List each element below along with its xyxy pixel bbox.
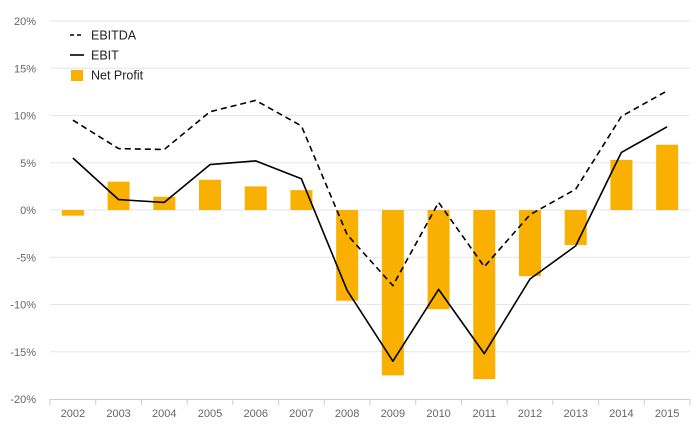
net-profit-bar — [656, 144, 679, 210]
net-profit-bar — [473, 210, 496, 380]
x-tick-label: 2011 — [472, 408, 496, 420]
x-tick-label: 2006 — [243, 408, 267, 420]
net-profit-bar — [61, 210, 84, 216]
x-tick-label: 2008 — [335, 408, 359, 420]
net-profit-bar — [244, 186, 267, 210]
legend-label-net-profit: Net Profit — [91, 69, 144, 83]
y-tick-label: 10% — [14, 111, 36, 123]
net-profit-bar — [107, 181, 130, 210]
y-tick-label: 20% — [14, 16, 36, 28]
net-profit-bar — [427, 210, 450, 310]
x-tick-label: 2012 — [518, 408, 542, 420]
legend: EBITDA EBIT Net Profit — [70, 29, 144, 83]
gridlines — [50, 20, 690, 353]
y-tick-label: 0% — [20, 205, 36, 217]
net-profit-bar — [519, 210, 541, 277]
net-profit-bar — [199, 179, 221, 210]
y-tick-label: -5% — [16, 252, 36, 264]
y-tick-label: -15% — [10, 347, 36, 359]
net-profit-bar — [381, 210, 404, 376]
x-tick-label: 2005 — [198, 408, 222, 420]
x-tick-label: 2002 — [61, 408, 85, 420]
y-tick-label: -10% — [10, 300, 36, 312]
axes — [49, 399, 691, 405]
x-tick-label: 2007 — [289, 408, 313, 420]
x-tick-label: 2009 — [381, 408, 405, 420]
x-tick-label: 2003 — [106, 408, 130, 420]
line-series — [72, 90, 668, 362]
legend-label-ebitda: EBITDA — [91, 29, 137, 43]
net-profit-bar — [153, 196, 176, 210]
net-profit-bar — [610, 159, 633, 210]
net-profit-bar — [564, 210, 587, 245]
x-tick-label: 2010 — [426, 408, 450, 420]
legend-label-ebit: EBIT — [91, 49, 119, 63]
net-profit-bars — [61, 144, 679, 380]
y-axis-tick-labels: 20% 15% 10% 5% 0% -5% -10% -15% -20% — [10, 16, 36, 406]
y-tick-label: 5% — [20, 158, 36, 170]
legend-swatch-net-profit — [71, 70, 83, 81]
net-profit-bar — [336, 210, 359, 301]
x-tick-label: 2014 — [609, 408, 633, 420]
x-axis-tick-labels: 2002 2003 2004 2005 2006 2007 2008 2009 2010 2011… — [61, 408, 680, 420]
x-tick-label: 2015 — [655, 408, 679, 420]
ebitda-line — [72, 90, 668, 287]
x-tick-label: 2013 — [563, 408, 587, 420]
y-tick-label: -20% — [10, 394, 36, 406]
net-profit-bar — [290, 190, 313, 210]
x-tick-label: 2004 — [152, 408, 176, 420]
ebit-line — [72, 126, 668, 362]
y-tick-label: 15% — [14, 63, 36, 75]
